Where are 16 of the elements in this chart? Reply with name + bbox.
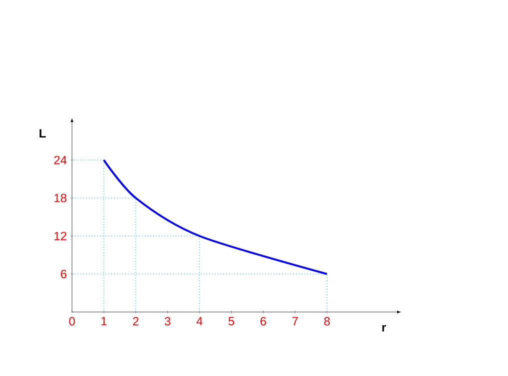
x-tick-label: 0: [69, 317, 75, 326]
y-tick-label: 6: [60, 270, 66, 278]
x-tick-label: 1: [101, 317, 107, 326]
x-tick-label: 5: [228, 317, 234, 326]
x-axis-title: r: [382, 325, 386, 332]
x-tick-label: 3: [164, 317, 170, 326]
y-axis-title: L: [40, 129, 46, 138]
x-tick-label: 2: [133, 317, 138, 326]
y-tick-label: 12: [54, 232, 66, 240]
y-tick-label: 18: [54, 194, 66, 202]
line-series: [102, 159, 328, 275]
x-tick-label: 8: [324, 317, 330, 326]
x-tick-label: 7: [292, 317, 298, 326]
y-tick-label: 24: [54, 156, 67, 164]
x-tick-label: 6: [260, 317, 266, 326]
x-tick-label: 4: [196, 317, 202, 326]
